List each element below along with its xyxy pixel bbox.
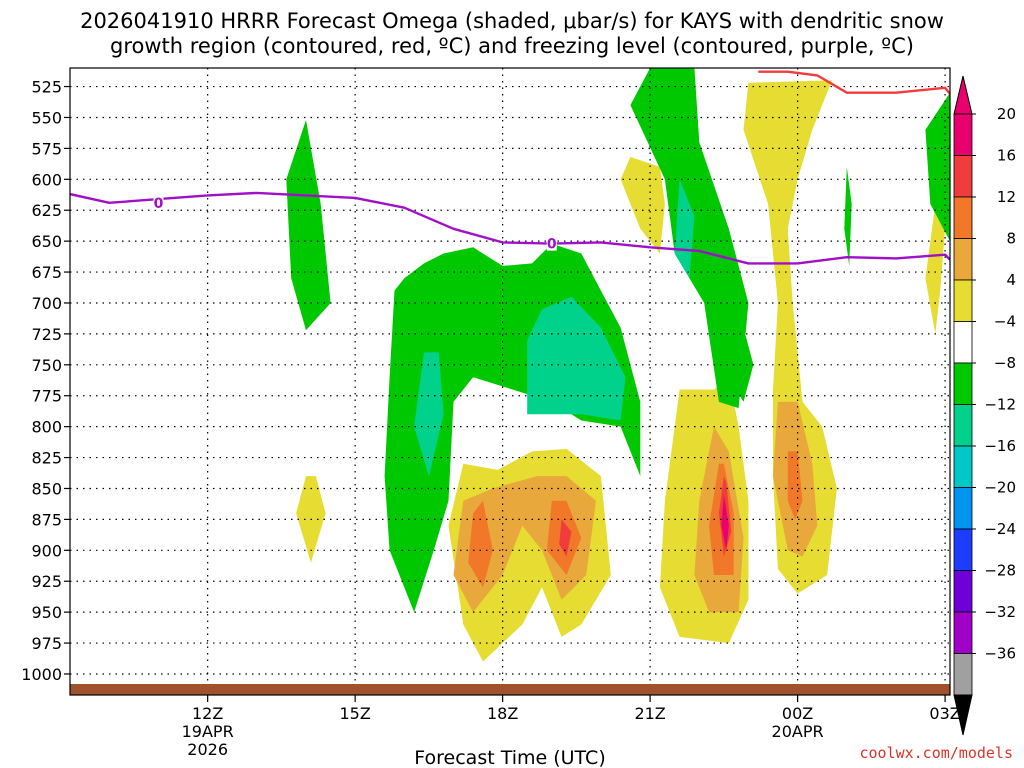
colorbar-swatch-10	[953, 528, 973, 571]
x-tick-label-15Z: 15Z	[339, 704, 370, 723]
freezing-level-label-1: 0	[547, 237, 557, 253]
y-tick-label-675: 675	[31, 263, 62, 282]
y-tick-label-850: 850	[31, 479, 62, 498]
colorbar-label-3: 8	[1006, 230, 1016, 248]
colorbar-label-1: 16	[997, 147, 1016, 165]
y-tick-label-950: 950	[31, 603, 62, 622]
y-tick-label-525: 525	[31, 78, 62, 97]
omega-area-7	[721, 494, 729, 551]
y-tick-label-600: 600	[31, 170, 62, 189]
y-tick-label-575: 575	[31, 139, 62, 158]
colorbar-swatch-7	[953, 404, 973, 447]
colorbar-label-8: −16	[984, 437, 1016, 455]
freezing-level-label-0: 0	[154, 196, 164, 212]
chart-title-line-2: growth region (contoured, red, ºC) and f…	[110, 34, 914, 58]
omega-area-23	[925, 92, 950, 242]
omega-area-18	[414, 352, 444, 477]
freezing-label-bg-0	[153, 194, 164, 210]
omega-area-13	[620, 157, 665, 254]
omega-area-10	[468, 500, 493, 588]
colorbar-label-13: −36	[984, 645, 1016, 663]
omega-area-16	[286, 119, 331, 331]
x-tick-date-12Z: 19APR	[182, 722, 234, 741]
x-tick-date-00Z: 20APR	[772, 722, 824, 741]
x-tick-label-21Z: 21Z	[634, 704, 665, 723]
y-tick-label-700: 700	[31, 294, 62, 313]
colorbar-swatch-2	[953, 196, 973, 239]
x-axis-label: Forecast Time (UTC)	[414, 747, 605, 768]
y-tick-label-1000: 1000	[21, 665, 62, 684]
gridlines	[70, 68, 950, 695]
contour-lines: 00	[70, 70, 950, 265]
y-tick-label-775: 775	[31, 387, 62, 406]
omega-area-19	[527, 296, 626, 421]
x-tick-label-03Z: 03Z	[929, 704, 960, 723]
y-tick-label-800: 800	[31, 418, 62, 437]
x-tick-label-00Z: 00Z	[782, 704, 813, 723]
colorbar-label-12: −32	[984, 603, 1016, 621]
colorbar-label-11: −28	[984, 562, 1016, 580]
plot-frame	[69, 67, 951, 696]
colorbar-swatch-9	[953, 487, 973, 530]
colorbar-label-6: −8	[994, 354, 1016, 372]
y-tick-label-625: 625	[31, 201, 62, 220]
y-tick-label-750: 750	[31, 356, 62, 375]
colorbar-label-9: −20	[984, 479, 1016, 497]
colorbar-swatch-11	[953, 570, 973, 613]
colorbar-label-7: −12	[984, 396, 1016, 414]
omega-area-0	[743, 80, 837, 594]
y-tick-label-725: 725	[31, 325, 62, 344]
colorbar-swatch-5	[953, 321, 973, 364]
colorbar-swatch-13	[953, 653, 973, 696]
colorbar-label-10: −24	[984, 520, 1016, 538]
y-tick-label-550: 550	[31, 108, 62, 127]
dendritic-growth-contour	[758, 70, 950, 95]
chart-title-line-1: 2026041910 HRRR Forecast Omega (shaded, …	[80, 9, 944, 33]
surface-strip	[70, 684, 950, 695]
colorbar-swatch-1	[953, 155, 973, 198]
omega-area-22	[728, 327, 754, 402]
omega-area-15	[925, 204, 946, 334]
colorbar-label-4: 4	[1006, 271, 1016, 289]
colorbar-swatch-0	[953, 113, 973, 156]
colorbar: 20 16 12 8 4 −4 −8 −12 −16 −20 −24 −28 −32 −36	[953, 75, 1016, 736]
x-tick-label-18Z: 18Z	[487, 704, 518, 723]
colorbar-label-5: −4	[994, 313, 1016, 331]
colorbar-label-0: 20	[997, 105, 1016, 123]
freezing-label-bg-1	[546, 235, 557, 251]
freezing-level-contour	[70, 191, 950, 265]
colorbar-swatch-12	[953, 611, 973, 654]
omega-shading	[286, 68, 950, 662]
omega-area-2	[787, 451, 803, 520]
omega-area-24	[844, 166, 852, 266]
y-tick-label-925: 925	[31, 572, 62, 591]
y-tick-label-900: 900	[31, 541, 62, 560]
omega-area-21	[674, 179, 695, 279]
colorbar-swatch-8	[953, 445, 973, 488]
y-tick-label-650: 650	[31, 232, 62, 251]
colorbar-bottom-arrow	[953, 694, 973, 736]
y-tick-label-975: 975	[31, 634, 62, 653]
colorbar-swatch-6	[953, 362, 973, 405]
colorbar-label-2: 12	[997, 188, 1016, 206]
y-tick-label-825: 825	[31, 449, 62, 468]
colorbar-swatch-3	[953, 238, 973, 281]
omega-area-12	[559, 519, 572, 557]
y-tick-label-875: 875	[31, 510, 62, 529]
x-tick-label-12Z: 12Z	[192, 704, 223, 723]
x-tick-year-12Z: 2026	[187, 740, 228, 759]
colorbar-swatch-4	[953, 279, 973, 322]
watermark: coolwx.com/models	[859, 744, 1013, 762]
y-axis: 525 550 575 600 625 650 675 700 725 750 775 800 825 8…	[21, 78, 70, 684]
